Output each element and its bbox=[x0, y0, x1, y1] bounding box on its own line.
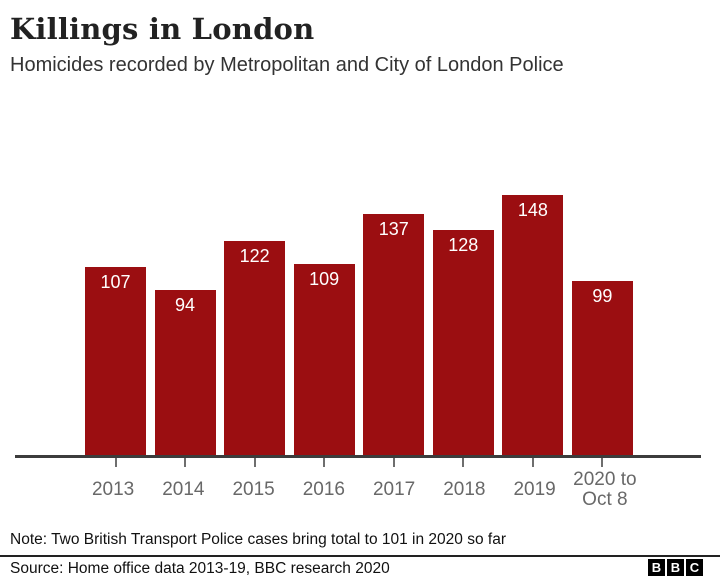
tick-cell bbox=[224, 458, 285, 467]
bar-2015: 122 bbox=[224, 241, 286, 455]
axis-tick bbox=[253, 458, 256, 467]
axis-tick bbox=[114, 458, 117, 467]
bar-value-label: 122 bbox=[239, 246, 270, 266]
bar-2020-to-oct-8: 99 bbox=[571, 281, 633, 455]
bar-value-label: 99 bbox=[592, 286, 613, 306]
bbc-logo-block: B bbox=[648, 559, 665, 576]
x-axis-label: 2019 bbox=[513, 479, 556, 501]
axis-tick bbox=[462, 458, 465, 467]
bar-value-label: 137 bbox=[378, 219, 409, 239]
tick-cell bbox=[363, 458, 424, 467]
axis-tick bbox=[531, 458, 534, 467]
source-text: Source: Home office data 2013-19, BBC re… bbox=[10, 560, 390, 577]
footer-divider bbox=[0, 555, 720, 557]
x-axis-label: 2018 bbox=[443, 479, 486, 501]
x-axis-line bbox=[15, 455, 701, 458]
bar-value-label: 128 bbox=[448, 235, 479, 255]
tick-cell bbox=[294, 458, 355, 467]
bar-2013: 107 bbox=[85, 267, 146, 455]
x-axis-label: 2017 bbox=[372, 479, 416, 501]
bar-2014: 94 bbox=[154, 290, 216, 455]
x-axis-ticks bbox=[85, 458, 633, 467]
tick-cell bbox=[572, 458, 633, 467]
tick-cell bbox=[85, 458, 146, 467]
axis-tick bbox=[392, 458, 395, 467]
bar-2019: 148 bbox=[502, 195, 564, 455]
bar-value-label: 109 bbox=[309, 269, 340, 289]
tick-cell bbox=[155, 458, 216, 467]
x-axis-label: 2013 bbox=[91, 479, 135, 501]
axis-tick bbox=[323, 458, 326, 467]
note-text: Note: Two British Transport Police cases… bbox=[10, 531, 506, 548]
bar-2016: 109 bbox=[293, 264, 355, 455]
bar-value-label: 148 bbox=[517, 200, 548, 220]
x-axis-labels: 2013 2014 2015 2016 2017 2018 2019 2020 to Oct … bbox=[78, 467, 640, 513]
page-title: Killings in London bbox=[10, 12, 315, 46]
x-axis-label: 2020 to Oct 8 bbox=[573, 469, 637, 510]
bar-chart: 107 94 122 109 137 128 148 99 bbox=[85, 195, 633, 455]
bbc-logo-block: C bbox=[686, 559, 703, 576]
bar-value-label: 107 bbox=[100, 272, 131, 292]
x-axis-label: 2016 bbox=[302, 479, 346, 501]
page-subtitle: Homicides recorded by Metropolitan and C… bbox=[10, 54, 564, 76]
bar-2017: 137 bbox=[363, 214, 425, 455]
tick-cell bbox=[502, 458, 563, 467]
bbc-logo-block: B bbox=[667, 559, 684, 576]
tick-cell bbox=[433, 458, 494, 467]
bar-value-label: 94 bbox=[175, 295, 196, 315]
axis-tick bbox=[184, 458, 187, 467]
bar-2018: 128 bbox=[432, 230, 494, 455]
x-axis-label: 2015 bbox=[232, 479, 275, 501]
bars: 107 94 122 109 137 128 148 99 bbox=[85, 195, 633, 455]
x-axis-label: 2014 bbox=[162, 479, 205, 501]
axis-tick bbox=[601, 458, 604, 467]
